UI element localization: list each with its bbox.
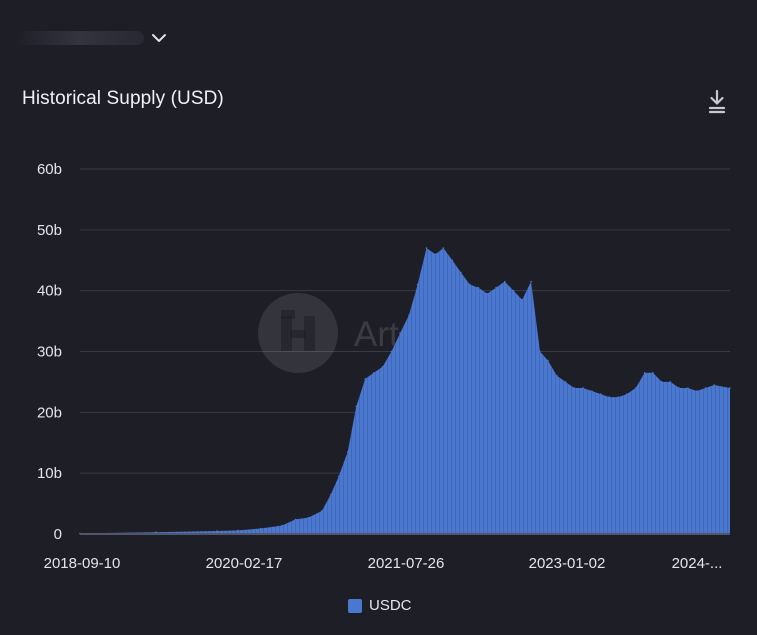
data-point-usdc [259,527,262,530]
x-tick-label: 2024-... [672,555,723,572]
download-icon [708,89,726,114]
data-point-usdc [154,531,157,533]
data-point-usdc [216,530,218,532]
data-point-usdc [330,493,332,496]
data-point-usdc [503,280,506,283]
y-tick-label: 0 [54,526,62,543]
asset-selector-value [14,31,144,45]
y-axis-labels: 0 10b 20b 30b 40b 50b 60b [37,161,62,543]
x-tick-label: 2018-09-10 [44,555,121,572]
data-point-usdc [486,292,489,295]
data-point-usdc [338,475,340,478]
x-tick-label: 2023-01-02 [529,555,606,572]
data-point-usdc [460,271,462,274]
y-tick-label: 10b [37,465,62,482]
data-point-usdc [591,390,593,392]
data-point-usdc [281,524,283,527]
data-point-usdc [321,510,323,512]
legend[interactable]: USDC [348,597,412,614]
data-point-usdc [608,396,611,398]
x-axis-labels: 2018-09-10 2020-02-17 2021-07-26 2023-01-02… [44,555,723,572]
x-tick-label: 2020-02-17 [206,555,283,572]
data-point-usdc [564,381,567,383]
data-point-usdc [599,393,602,395]
data-point-usdc [704,387,707,389]
y-tick-label: 20b [37,404,62,421]
data-point-usdc [687,387,689,389]
data-point-usdc [643,372,646,374]
x-tick-label: 2021-07-26 [368,555,445,572]
y-tick-label: 50b [37,222,62,239]
data-point-usdc [713,384,715,386]
data-point-usdc [573,387,576,389]
data-point-usdc [626,393,628,395]
data-point-usdc [477,286,480,289]
data-point-usdc [237,529,239,532]
data-point-usdc [451,259,454,262]
data-point-usdc [512,289,515,292]
y-tick-label: 40b [37,283,62,300]
y-tick-label: 60b [37,161,62,178]
data-point-usdc [539,350,541,353]
data-point-usdc [530,280,532,283]
data-point-usdc [307,516,310,519]
data-point-usdc [399,332,401,334]
data-point-usdc [408,314,410,316]
data-point-usdc [425,247,428,249]
chevron-down-icon [152,34,166,42]
data-point-usdc [678,387,681,389]
data-point-usdc [582,387,584,389]
asset-selector[interactable] [14,26,168,50]
data-point-usdc [346,451,349,453]
data-point-usdc [364,378,367,380]
data-point-usdc [373,372,375,374]
data-point-usdc [696,390,698,392]
data-point-usdc [617,396,619,398]
data-point-usdc [434,253,437,255]
chart-title: Historical Supply (USD) [22,88,224,109]
series-usdc-bars [80,248,730,534]
data-point-usdc [442,247,445,249]
data-point-usdc [390,350,393,353]
data-point-usdc [495,286,497,289]
data-point-usdc [355,405,358,408]
legend-swatch-usdc [348,598,362,613]
data-point-usdc [652,372,654,374]
data-point-usdc [416,283,419,286]
data-point-usdc [521,299,523,301]
data-point-usdc [547,359,549,362]
legend-label-usdc: USDC [369,597,412,614]
data-point-usdc [729,387,731,389]
download-button[interactable] [704,86,730,116]
data-point-usdc [469,283,471,286]
data-point-usdc [634,387,637,389]
data-point-usdc [669,381,672,383]
series-usdc-area [79,247,731,535]
y-tick-label: 30b [37,344,62,361]
data-point-usdc [556,375,558,377]
data-point-usdc [381,365,384,368]
data-point-usdc [294,518,297,521]
data-point-usdc [661,381,663,383]
